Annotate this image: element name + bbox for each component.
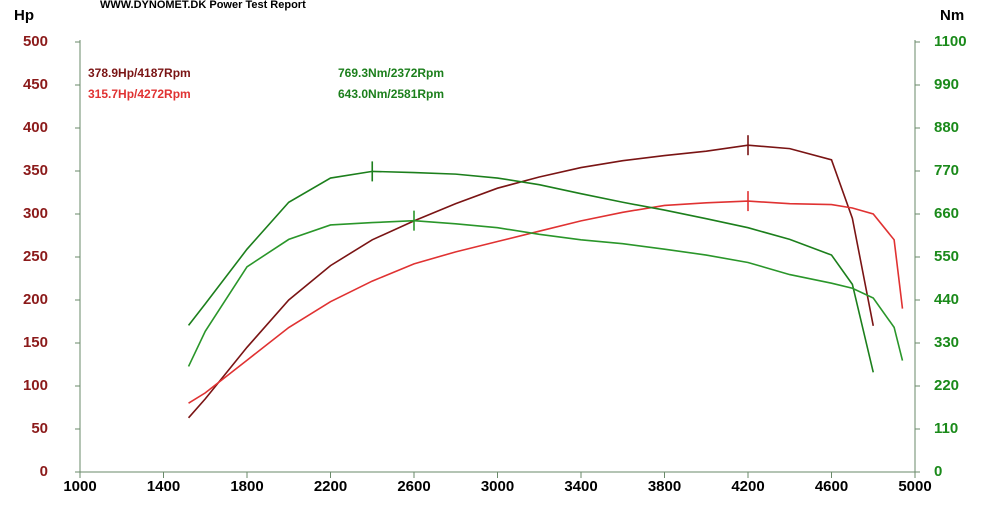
- annotation: 315.7Hp/4272Rpm: [88, 87, 191, 101]
- y-tick-label: 200: [23, 291, 48, 308]
- x-tick-label: 5000: [898, 478, 931, 495]
- x-tick-label: 2600: [397, 478, 430, 495]
- x-tick-label: 1400: [147, 478, 180, 495]
- y2-tick-label: 990: [934, 76, 959, 93]
- chart-title: WWW.DYNOMET.DK Power Test Report: [100, 0, 306, 11]
- y-tick-label: 0: [40, 463, 48, 480]
- y2-tick-label: 110: [934, 420, 958, 437]
- y2-tick-label: 330: [934, 334, 959, 351]
- x-tick-label: 3000: [481, 478, 514, 495]
- y-tick-label: 450: [23, 76, 48, 93]
- x-tick-label: 1800: [230, 478, 263, 495]
- y2-tick-label: 880: [934, 119, 959, 136]
- y-tick-label: 500: [23, 33, 48, 50]
- x-tick-label: 2200: [314, 478, 347, 495]
- annotation: 378.9Hp/4187Rpm: [88, 66, 191, 80]
- y-tick-label: 50: [31, 420, 48, 437]
- x-tick-label: 3800: [648, 478, 681, 495]
- y-tick-label: 350: [23, 162, 48, 179]
- y-axis-label: Hp: [14, 7, 34, 24]
- y-tick-label: 400: [23, 119, 48, 136]
- annotation: 643.0Nm/2581Rpm: [338, 87, 444, 101]
- series-line: [187, 170, 875, 373]
- y2-tick-label: 550: [934, 248, 959, 265]
- y-tick-label: 300: [23, 205, 48, 222]
- y2-tick-label: 440: [934, 291, 959, 308]
- y-tick-label: 150: [23, 334, 48, 351]
- y-tick-label: 100: [23, 377, 48, 394]
- series-line: [188, 200, 904, 404]
- annotation: 769.3Nm/2372Rpm: [338, 66, 444, 80]
- x-tick-label: 4200: [731, 478, 764, 495]
- y2-tick-label: 660: [934, 205, 959, 222]
- y2-tick-label: 770: [934, 162, 959, 179]
- series-line: [187, 219, 904, 367]
- y2-tick-label: 1100: [934, 33, 967, 50]
- y2-tick-label: 220: [934, 377, 959, 394]
- x-tick-label: 1000: [63, 478, 96, 495]
- x-tick-label: 3400: [564, 478, 597, 495]
- y2-tick-label: 0: [934, 463, 942, 480]
- series-line: [187, 144, 875, 419]
- x-tick-label: 4600: [815, 478, 848, 495]
- y2-axis-label: Nm: [940, 7, 964, 24]
- y-tick-label: 250: [23, 248, 48, 265]
